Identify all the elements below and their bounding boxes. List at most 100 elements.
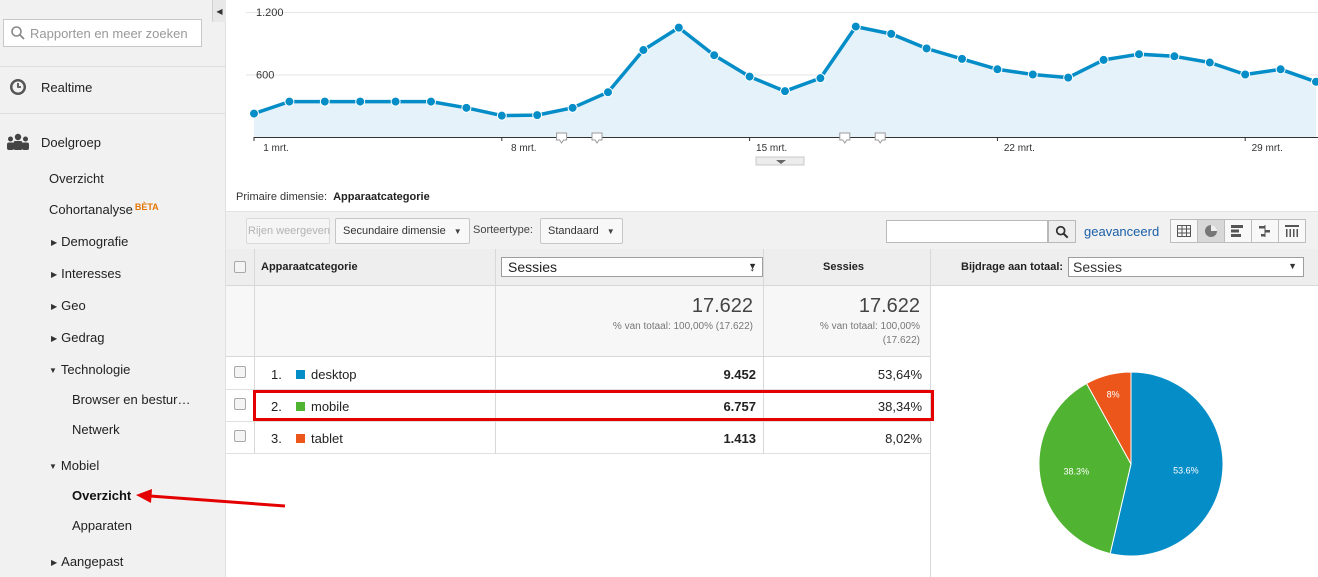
search-input[interactable] — [30, 25, 200, 41]
nav-overview[interactable]: Overzicht — [49, 171, 104, 186]
row-name[interactable]: tablet — [311, 431, 343, 446]
metric-dropdown[interactable]: Sessies ▼ — [501, 257, 763, 277]
nav-custom[interactable]: ▶ Aangepast — [51, 554, 123, 569]
annotation-marker[interactable] — [874, 132, 886, 144]
row-checkbox[interactable] — [234, 366, 246, 378]
triangle-right-icon: ▶ — [51, 558, 58, 567]
data-point[interactable] — [709, 50, 720, 61]
comparison-icon — [1259, 225, 1270, 237]
view-comparison-button[interactable] — [1251, 219, 1279, 243]
nav-demographics[interactable]: ▶ Demografie — [51, 234, 128, 249]
data-point[interactable] — [603, 87, 613, 98]
annotation-marker[interactable] — [591, 132, 603, 144]
data-point[interactable] — [284, 96, 295, 107]
data-point[interactable] — [496, 110, 507, 121]
data-point[interactable] — [249, 108, 259, 119]
data-point[interactable] — [355, 96, 366, 107]
sort-desc-icon[interactable]: ↓ — [749, 259, 756, 274]
data-point[interactable] — [957, 53, 967, 64]
triangle-right-icon: ▶ — [51, 302, 58, 311]
pie-slice[interactable] — [1085, 371, 1132, 465]
nav-mobile-overview[interactable]: Overzicht — [72, 488, 132, 503]
view-table-button[interactable] — [1170, 219, 1198, 243]
row-name[interactable]: mobile — [311, 399, 350, 414]
data-point[interactable] — [780, 86, 790, 97]
data-point[interactable] — [532, 110, 543, 121]
annotation-marker[interactable] — [556, 132, 568, 144]
nav-interests[interactable]: ▶ Interesses — [51, 266, 121, 281]
data-point[interactable] — [567, 102, 578, 113]
data-point[interactable] — [1098, 54, 1109, 65]
table-filter-button[interactable] — [1048, 220, 1076, 243]
data-point[interactable] — [1311, 76, 1318, 87]
row-checkbox[interactable] — [234, 430, 246, 442]
data-point[interactable] — [461, 102, 472, 113]
data-point[interactable] — [390, 96, 401, 107]
nav-geo-label: Geo — [61, 298, 86, 313]
x-tick-label: 1 mrt. — [263, 143, 289, 154]
totals-row: 17.622 % van totaal: 100,00% (17.622) 17… — [226, 286, 930, 357]
nav-interests-label: Interesses — [61, 266, 122, 281]
x-tick-label: 22 mrt. — [1004, 143, 1035, 154]
data-point[interactable] — [744, 71, 755, 82]
row-checkbox[interactable] — [234, 398, 246, 410]
data-point[interactable] — [426, 96, 436, 107]
data-point[interactable] — [319, 96, 330, 107]
plot-rows-button[interactable]: Rijen weergeven — [246, 218, 330, 244]
data-point[interactable] — [1134, 49, 1144, 60]
col-dimension-header[interactable]: Apparaatcategorie — [261, 261, 358, 273]
pivot-icon — [1285, 225, 1299, 237]
nav-geo[interactable]: ▶ Geo — [51, 298, 86, 313]
advanced-filter-link[interactable]: geavanceerd — [1084, 224, 1160, 239]
row-percentage: 8,02% — [885, 431, 922, 446]
nav-mobile[interactable]: ▼ Mobiel — [49, 458, 99, 473]
data-point[interactable] — [638, 45, 649, 56]
row-value: 6.757 — [723, 399, 756, 414]
data-point[interactable] — [1275, 64, 1286, 75]
row-value: 9.452 — [723, 367, 756, 382]
view-pivot-button[interactable] — [1278, 219, 1306, 243]
data-point[interactable] — [673, 22, 684, 33]
data-point[interactable] — [815, 73, 826, 84]
nav-realtime[interactable]: Realtime — [0, 75, 92, 99]
nav-cohort[interactable]: Cohortanalyse BÈTA — [49, 202, 159, 217]
nav-behavior[interactable]: ▶ Gedrag — [51, 330, 105, 345]
nav-devices[interactable]: Apparaten — [72, 518, 132, 533]
row-value: 1.413 — [723, 431, 756, 446]
pie-slice[interactable] — [1038, 382, 1132, 555]
data-point[interactable] — [921, 43, 932, 54]
data-point[interactable] — [1063, 72, 1074, 83]
nav-realtime-label: Realtime — [41, 79, 93, 95]
col-metric-header[interactable]: Sessies — [823, 261, 864, 273]
divider — [0, 113, 226, 114]
total-percentage-2b: (17.622) — [882, 335, 920, 346]
data-point[interactable] — [992, 64, 1003, 75]
row-name[interactable]: desktop — [311, 367, 357, 382]
data-point[interactable] — [886, 28, 897, 39]
sort-type-value: Standaard — [548, 225, 599, 237]
contribution-metric-dropdown[interactable]: Sessies ▼ — [1068, 257, 1304, 277]
secondary-dimension-dropdown[interactable]: Secundaire dimensie ▼ — [335, 218, 470, 244]
nav-browser[interactable]: Browser en bestur… — [72, 392, 191, 407]
data-point[interactable] — [1204, 57, 1215, 68]
primary-dimension-value[interactable]: Apparaatcategorie — [333, 191, 430, 203]
nav-audience[interactable]: Doelgroep — [0, 130, 101, 154]
view-bar-button[interactable] — [1224, 219, 1252, 243]
view-pie-button[interactable] — [1197, 219, 1225, 243]
data-point[interactable] — [1240, 69, 1251, 80]
table-header: Apparaatcategorie Sessies ▼ ↓ Sessies — [226, 249, 930, 286]
caret-down-icon: ▼ — [1288, 261, 1297, 271]
data-point[interactable] — [1027, 69, 1038, 80]
nav-technology[interactable]: ▼ Technologie — [49, 362, 130, 377]
sessions-area — [254, 26, 1316, 138]
sort-type-dropdown[interactable]: Standaard ▼ — [540, 218, 623, 244]
pie-slice[interactable] — [1109, 371, 1224, 557]
annotation-marker[interactable] — [839, 132, 851, 144]
table-filter-input[interactable] — [886, 220, 1048, 243]
nav-network[interactable]: Netwerk — [72, 422, 120, 437]
select-all-checkbox[interactable] — [234, 261, 246, 273]
data-point[interactable] — [850, 21, 861, 32]
report-search[interactable] — [3, 19, 202, 47]
collapse-sidebar-button[interactable]: ◀ — [212, 0, 226, 22]
data-point[interactable] — [1169, 51, 1180, 62]
